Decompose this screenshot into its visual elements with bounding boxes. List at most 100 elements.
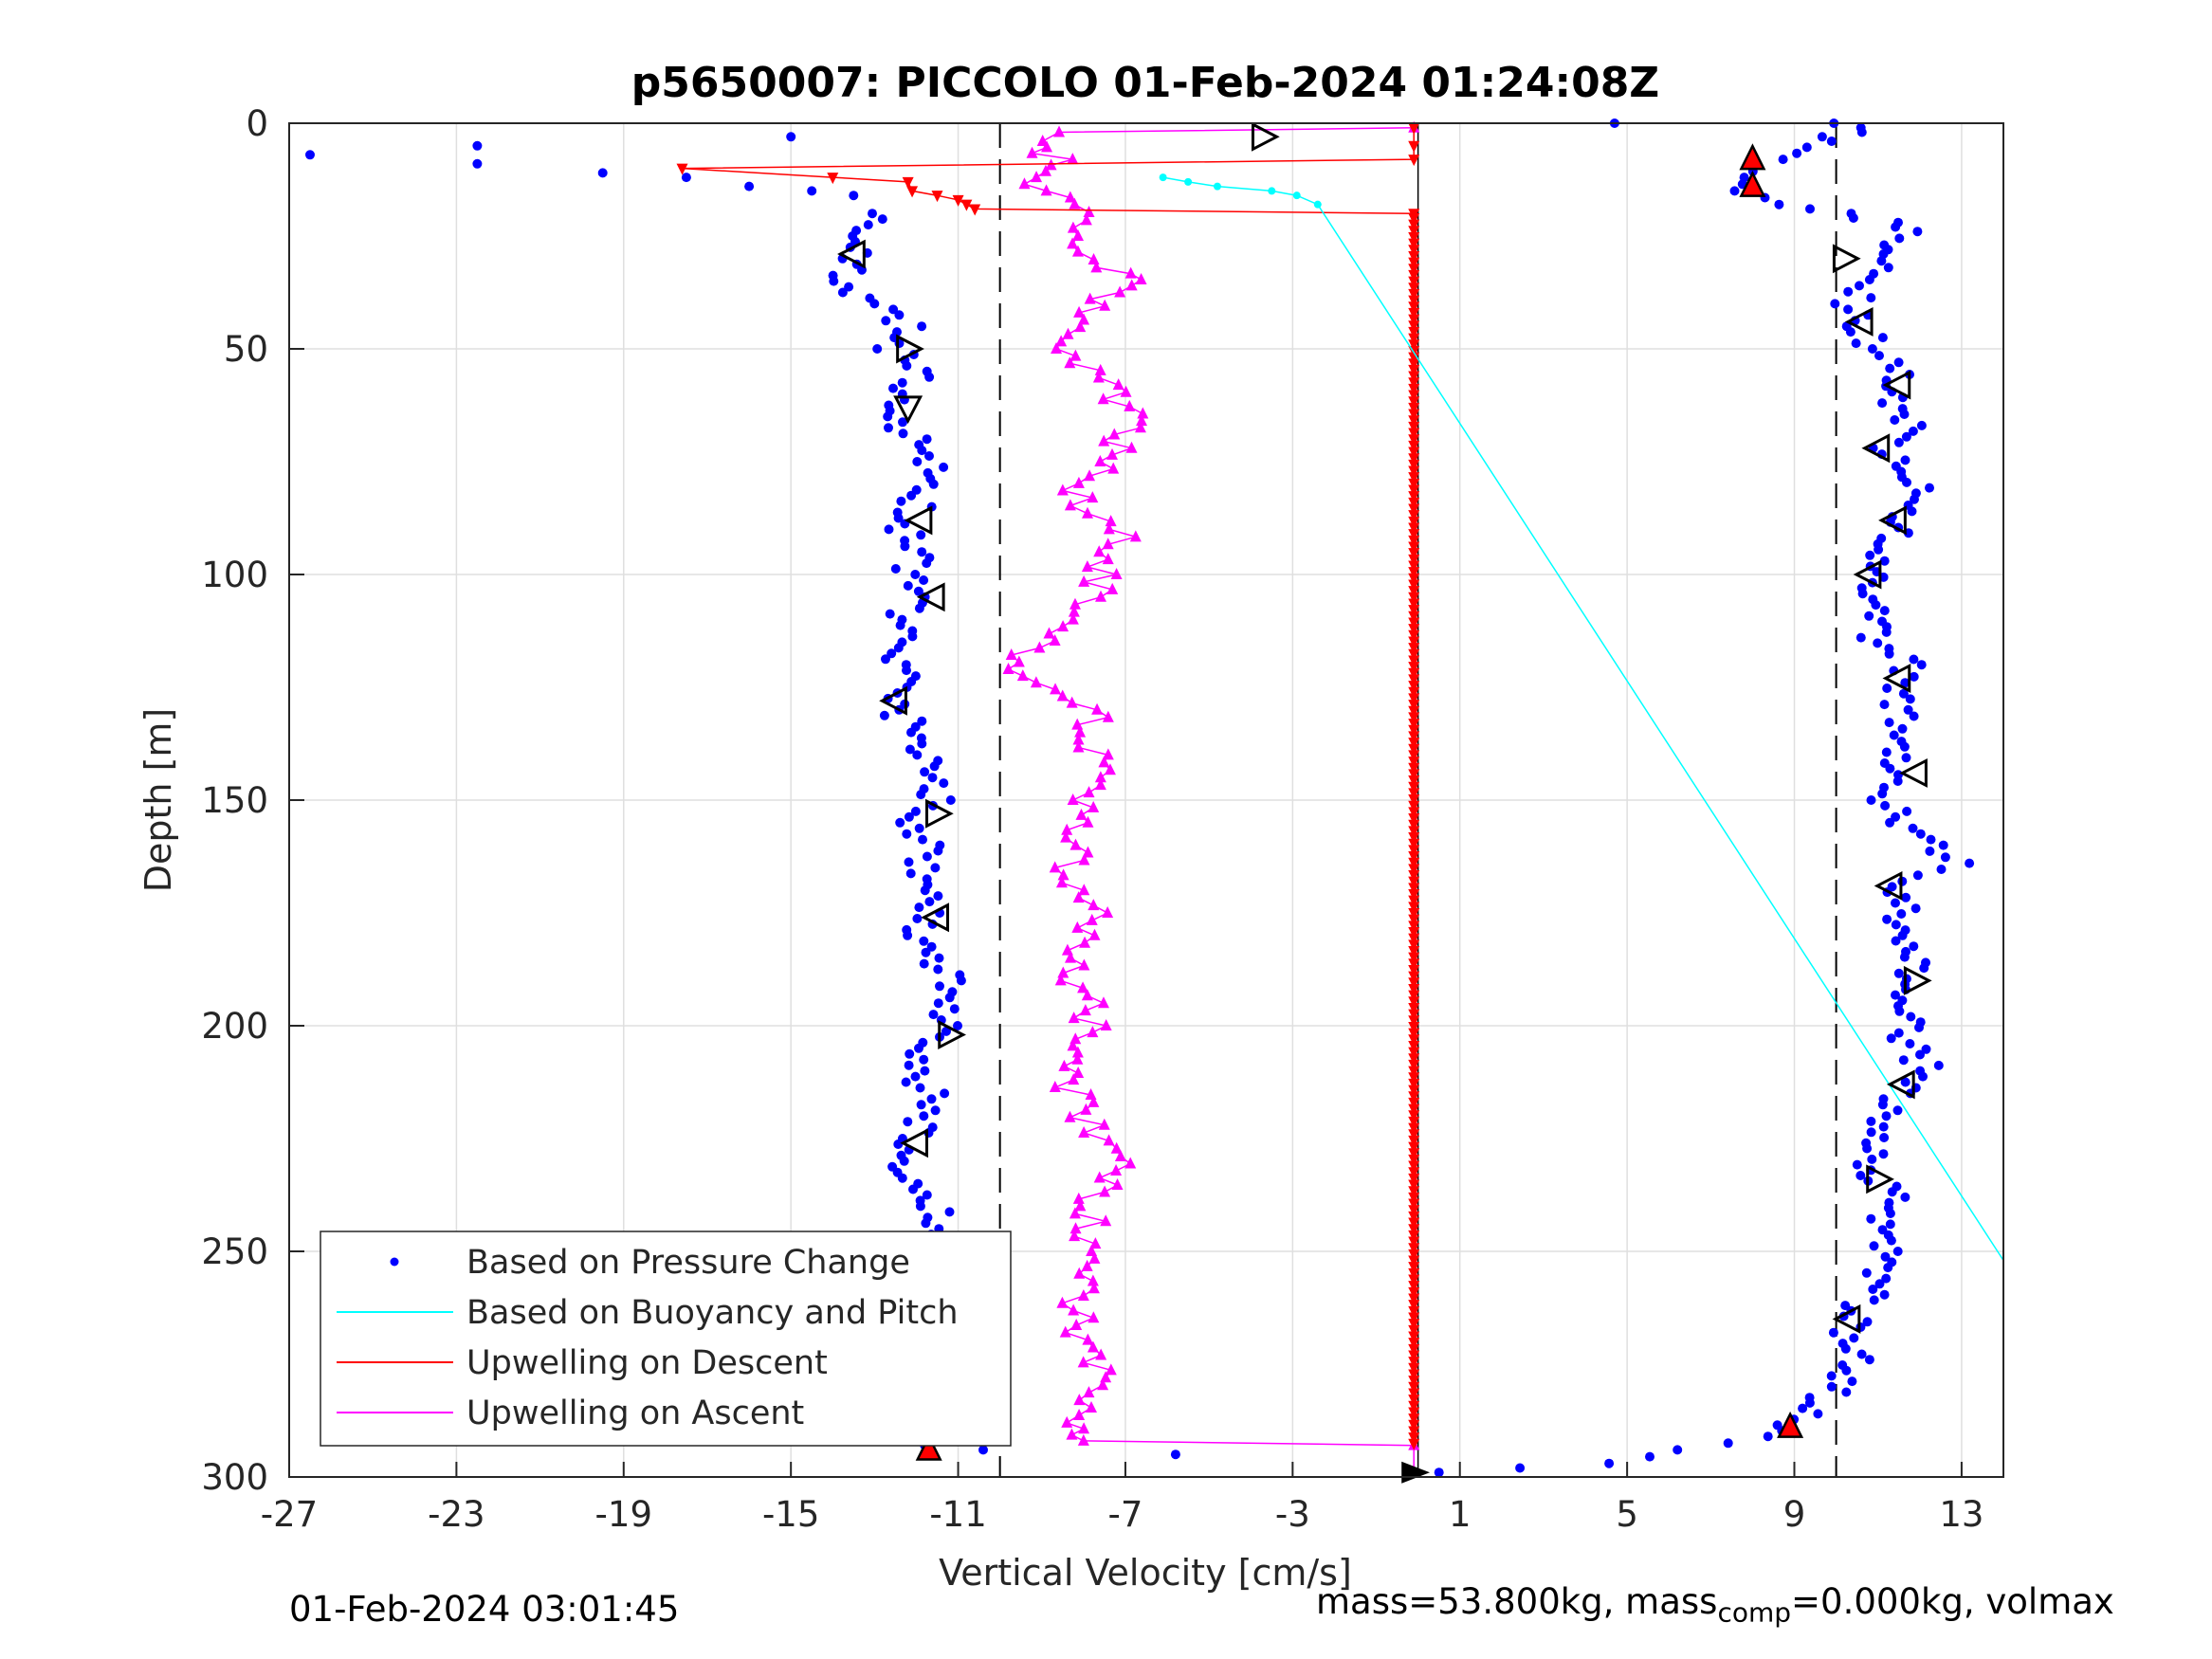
upwelling-ascent-marker [1103, 1134, 1115, 1146]
upwelling-descent-marker [1408, 1413, 1420, 1426]
footer-mass-info: mass=53.800kg, masscomp=0.000kg, volmax [1316, 1581, 2114, 1628]
upwelling-descent-marker [1408, 1281, 1420, 1293]
upwelling-descent-marker [1408, 1249, 1420, 1261]
pressure-change-point [897, 377, 907, 388]
footer-mass-prefix: mass=53.800kg, mass [1316, 1581, 1718, 1622]
x-tick-label: 13 [1939, 1494, 1983, 1535]
pressure-change-point [829, 276, 839, 286]
pressure-change-point [912, 914, 923, 923]
upwelling-ascent-marker [1071, 245, 1084, 257]
pressure-change-point [1864, 611, 1874, 621]
pressure-change-point [910, 806, 921, 816]
legend-box [320, 1231, 1012, 1447]
upwelling-descent-marker [952, 194, 964, 207]
open-triangle-left-marker [916, 582, 945, 612]
pressure-change-point [1918, 1071, 1928, 1082]
upwelling-ascent-marker [1097, 392, 1109, 405]
pressure-change-point [1915, 1049, 1925, 1060]
upwelling-descent-marker [1408, 314, 1420, 326]
pressure-change-point [893, 513, 904, 523]
upwelling-descent-marker [827, 173, 839, 185]
upwelling-descent-marker [1408, 1343, 1420, 1356]
upwelling-descent-marker [1408, 719, 1420, 731]
upwelling-ascent-marker [1100, 1214, 1112, 1227]
pressure-change-point [922, 434, 932, 445]
pressure-change-point [1940, 852, 1950, 863]
pressure-change-point [919, 936, 929, 946]
pressure-change-point [917, 738, 927, 749]
pressure-change-point [1862, 1143, 1873, 1154]
pressure-change-point [1900, 1192, 1910, 1202]
pressure-change-point [1869, 1295, 1879, 1305]
pressure-change-point [917, 446, 927, 456]
pressure-change-point [1877, 789, 1888, 799]
upwelling-descent-marker [1408, 1300, 1420, 1312]
upwelling-ascent-marker [1087, 1274, 1099, 1286]
pressure-change-point [1899, 952, 1910, 962]
upwelling-descent-marker [1408, 339, 1420, 352]
open-triangle-right-marker [1832, 244, 1861, 274]
upwelling-ascent-marker [1064, 1110, 1076, 1122]
upwelling-ascent-marker [1110, 1141, 1123, 1154]
pressure-change-point [1884, 648, 1894, 659]
upwelling-descent-marker [1408, 1255, 1420, 1267]
pressure-change-point [910, 1071, 921, 1082]
pressure-change-point [305, 150, 315, 160]
pressure-change-point [1893, 1028, 1904, 1038]
upwelling-descent-marker [1408, 1173, 1420, 1185]
pressure-change-point [903, 930, 913, 940]
upwelling-descent-marker [1408, 971, 1420, 983]
pressure-change-point [1877, 398, 1888, 409]
pressure-change-point [1908, 426, 1918, 436]
upwelling-descent-marker [1408, 257, 1420, 269]
pressure-change-point [1866, 795, 1876, 805]
upwelling-descent-marker [1408, 415, 1420, 428]
upwelling-ascent-marker [1064, 499, 1076, 511]
pressure-change-point [597, 168, 608, 178]
pressure-change-point [1851, 338, 1861, 349]
upwelling-ascent-marker [1074, 320, 1087, 333]
pressure-change-point [1813, 1409, 1823, 1419]
upwelling-ascent-marker [1129, 530, 1142, 542]
open-triangle-right-marker [896, 334, 924, 364]
pressure-change-point [1763, 1431, 1773, 1442]
x-tick-label: 5 [1616, 1494, 1638, 1535]
pressure-change-point [944, 993, 955, 1003]
pressure-change-point [1817, 132, 1827, 142]
pressure-change-point [904, 857, 914, 867]
upwelling-ascent-marker [1057, 620, 1069, 632]
pressure-change-point [1865, 550, 1875, 560]
x-tick-label: -15 [762, 1494, 819, 1535]
upwelling-descent-marker [1408, 548, 1420, 560]
upwelling-ascent-marker [1087, 1026, 1099, 1038]
x-ticks: -27 -23 -19 -15 -11 -7 -3 1 5 9 13 [261, 1462, 1983, 1535]
upwelling-ascent-marker [1114, 1150, 1126, 1162]
upwelling-descent-marker [1408, 686, 1420, 699]
pressure-change-point [906, 490, 917, 501]
open-triangle-left-marker [1832, 1304, 1861, 1334]
upwelling-ascent-marker [1072, 733, 1085, 745]
pressure-change-point [921, 1218, 931, 1229]
upwelling-descent-marker [1408, 1262, 1420, 1274]
open-triangle-left-marker [879, 685, 907, 716]
pressure-change-point [917, 321, 927, 332]
upwelling-descent-marker [1408, 757, 1420, 769]
upwelling-ascent-marker [1082, 506, 1094, 519]
upwelling-descent-marker [1408, 503, 1420, 516]
pressure-change-point [472, 140, 483, 151]
pressure-change-point [849, 191, 859, 201]
pressure-change-point [1905, 694, 1915, 704]
upwelling-descent-marker [1408, 1362, 1420, 1375]
pressure-change-point [1856, 127, 1867, 137]
pressure-change-point [1843, 286, 1854, 297]
upwelling-ascent-marker [1070, 1318, 1083, 1330]
open-triangle-left-marker [1878, 505, 1907, 536]
upwelling-ascent-marker [1094, 778, 1106, 791]
upwelling-ascent-marker [1061, 1415, 1073, 1428]
upwelling-ascent-marker [1081, 560, 1093, 573]
filled-triangle-up-marker [915, 1433, 942, 1461]
pressure-change-point [1890, 415, 1900, 425]
upwelling-descent-marker [1408, 819, 1420, 831]
upwelling-descent-marker [1408, 1407, 1420, 1419]
pressure-change-point [906, 727, 916, 738]
